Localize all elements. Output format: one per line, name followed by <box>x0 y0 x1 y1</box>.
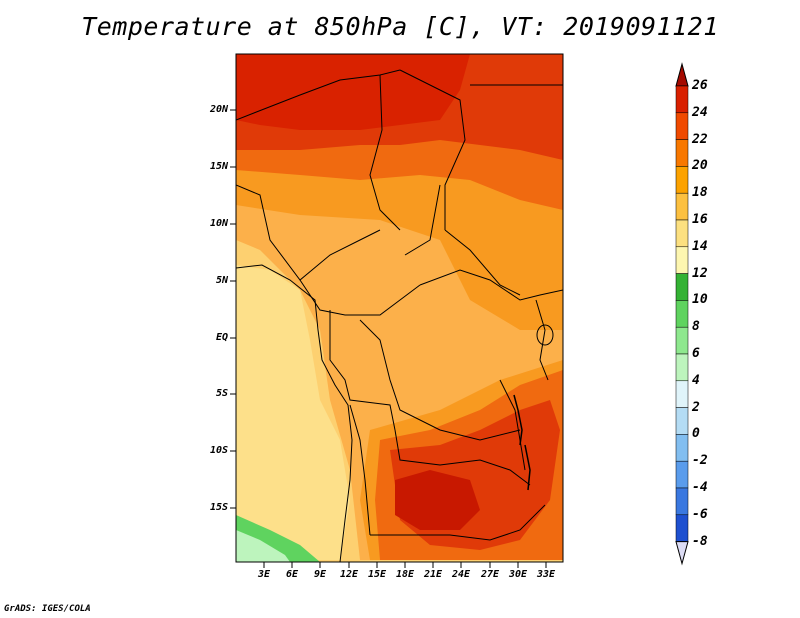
colorbar-tick-label: 8 <box>692 319 700 335</box>
lon-label: 30E <box>508 569 528 580</box>
colorbar-tick-label: 18 <box>692 185 708 201</box>
lat-label: 10N <box>209 218 228 229</box>
field-26-plus-south <box>395 470 480 530</box>
lake-malawi <box>524 444 531 491</box>
colorbar-segment <box>675 407 689 435</box>
lat-label: 15S <box>209 502 228 513</box>
colorbar-segment <box>675 487 689 516</box>
lat-label: EQ <box>215 332 228 343</box>
colorbar-segment <box>675 139 689 167</box>
chart-title: Temperature at 850hPa [C], VT: 201909112… <box>81 12 719 41</box>
colorbar-segment <box>675 166 689 194</box>
colorbar-tick-label: 22 <box>692 131 708 147</box>
colorbar-tick-label: 10 <box>692 292 708 308</box>
footer-credit: GrADS: IGES/COLA <box>4 604 91 614</box>
lon-label: 27E <box>480 569 500 580</box>
colorbar-tick-label: -2 <box>692 453 708 469</box>
lon-label: 21E <box>423 569 443 580</box>
lon-label: 15E <box>367 569 387 580</box>
colorbar-segment <box>675 246 689 274</box>
colorbar-tick-label: 4 <box>692 372 700 388</box>
colorbar-bottom-arrow <box>675 541 689 566</box>
colorbar-segment <box>675 326 689 355</box>
axis-ticks <box>230 109 547 568</box>
lat-label: 15N <box>209 161 228 172</box>
colorbar-tick-label: -4 <box>692 480 708 495</box>
colorbar-segment <box>675 219 689 248</box>
colorbar-segment <box>675 460 689 489</box>
colorbar-tick-label: 20 <box>692 158 708 174</box>
field-14-16-ocean <box>236 265 350 560</box>
colorbar-tick-label: 24 <box>692 104 708 120</box>
lon-label: 6E <box>285 569 299 580</box>
colorbar-segment <box>675 192 689 221</box>
colorbar-segment <box>675 353 689 382</box>
colorbar-tick-label: 14 <box>692 238 708 254</box>
colorbar-segment <box>675 112 689 140</box>
colorbar-tick-label: -8 <box>692 533 708 549</box>
colorbar-tick-label: -6 <box>692 506 708 522</box>
lon-label: 33E <box>536 569 556 580</box>
field-26-plus <box>236 54 470 130</box>
colorbar-segment <box>675 273 689 301</box>
colorbar-tick-label: 0 <box>692 426 700 442</box>
lon-label: 9E <box>313 569 327 580</box>
colorbar-segment <box>675 85 689 114</box>
lat-label: 5S <box>215 388 228 399</box>
colorbar-tick-label: 26 <box>692 78 708 93</box>
colorbar-tick-label: 16 <box>692 212 708 227</box>
lake-victoria <box>536 324 554 346</box>
map-frame <box>235 53 564 563</box>
colorbar-segment <box>675 380 689 408</box>
colorbar-tick-label: 12 <box>692 265 708 281</box>
lake-tanganyika <box>513 394 523 446</box>
coastline <box>236 264 353 562</box>
colorbar-tick-label: 6 <box>692 346 700 361</box>
colorbar-segment <box>675 514 689 542</box>
colorbar-tick-label: 2 <box>692 399 700 415</box>
colorbar-segment <box>675 300 689 328</box>
lat-label: 5N <box>215 275 228 286</box>
lat-label: 10S <box>209 445 228 456</box>
lon-label: 3E <box>257 569 271 580</box>
lon-label: 24E <box>451 569 471 580</box>
lon-label: 12E <box>339 569 359 580</box>
colorbar-segment <box>675 434 689 462</box>
colorbar-top-arrow <box>675 62 689 87</box>
field-cold-corner-inner <box>236 530 290 562</box>
lat-label: 20N <box>209 104 228 115</box>
lon-label: 18E <box>395 569 415 580</box>
